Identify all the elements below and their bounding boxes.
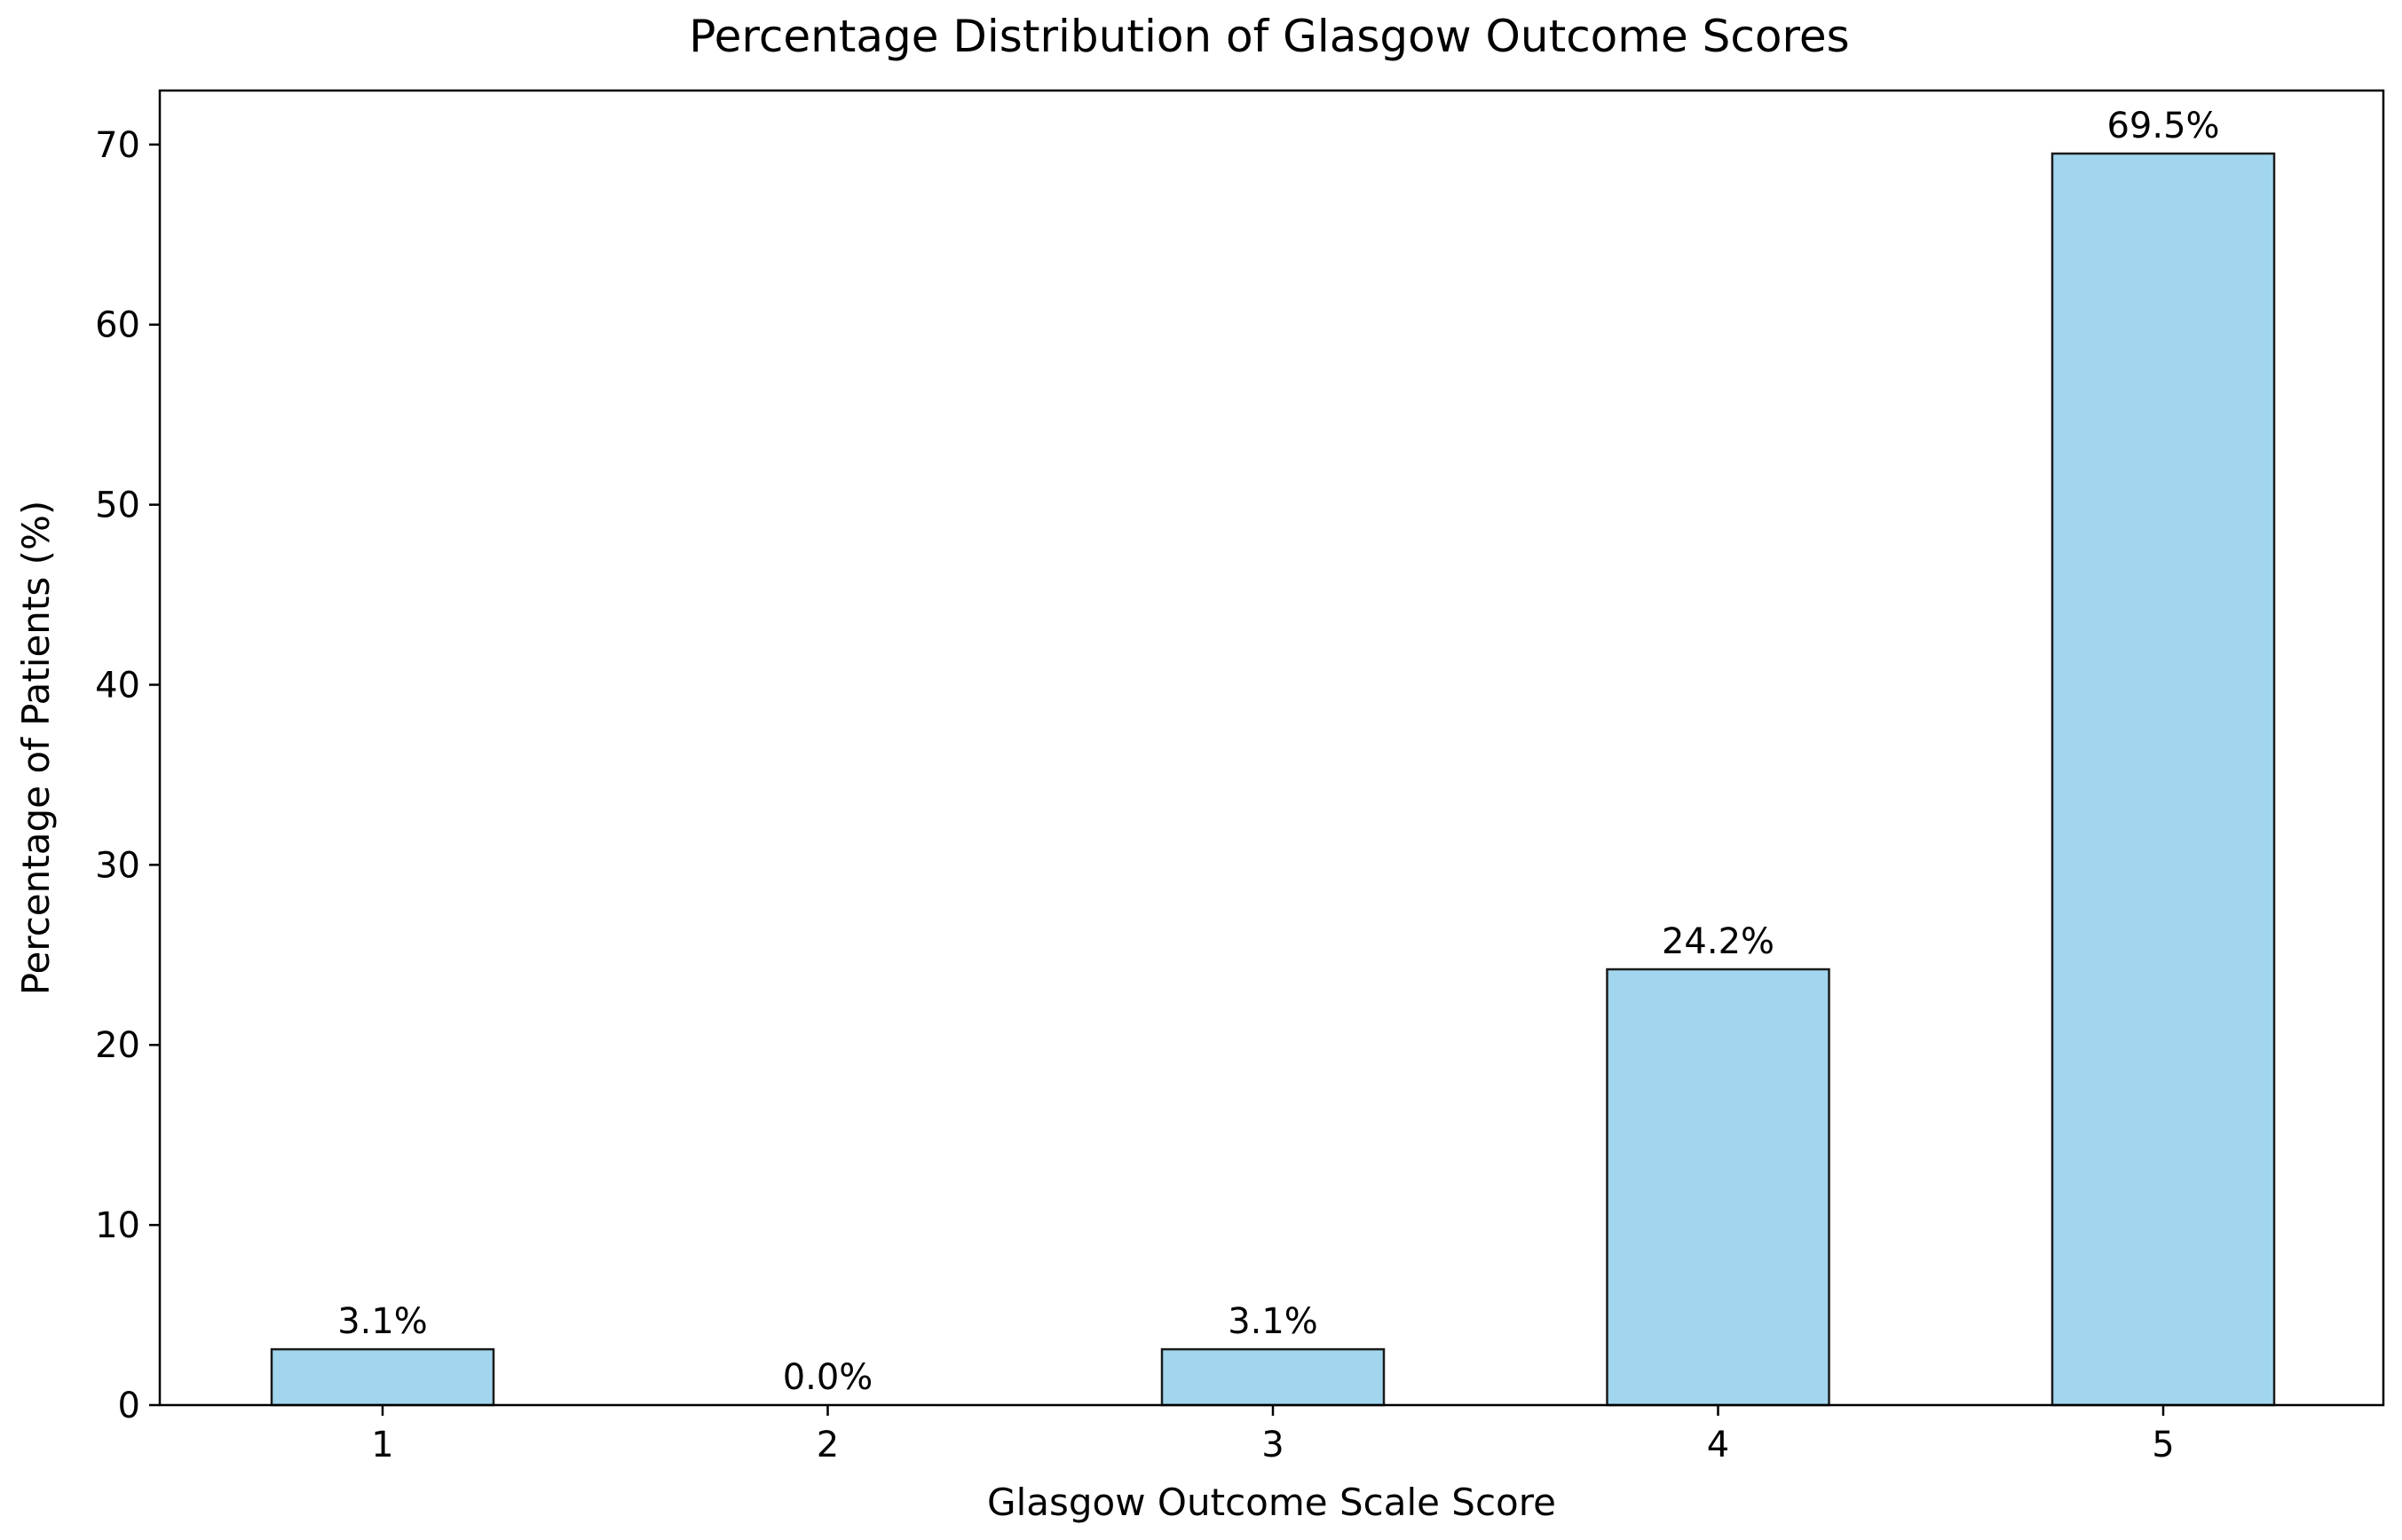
y-tick-label-40: 40 xyxy=(95,665,140,706)
y-tick-label-20: 20 xyxy=(95,1025,140,1066)
y-tick-label-0: 0 xyxy=(118,1386,140,1426)
chart-title: Percentage Distribution of Glasgow Outco… xyxy=(689,11,1849,62)
bar-1 xyxy=(270,1347,495,1407)
y-tick-label-30: 30 xyxy=(95,845,140,886)
y-tick-label-50: 50 xyxy=(95,486,140,526)
y-tick-label-70: 70 xyxy=(95,125,140,166)
x-tick-label-1: 1 xyxy=(371,1425,393,1465)
data-label-4: 24.2% xyxy=(1662,921,1774,962)
data-label-5: 69.5% xyxy=(2106,106,2219,146)
bar-4 xyxy=(1606,967,1830,1407)
bar-3 xyxy=(1160,1347,1386,1407)
bars-group xyxy=(270,152,2276,1407)
bar-5 xyxy=(2050,152,2276,1407)
data-label-1: 3.1% xyxy=(337,1301,428,1342)
x-tick-label-4: 4 xyxy=(1707,1425,1729,1465)
x-tick-label-3: 3 xyxy=(1261,1425,1284,1465)
x-tick-label-2: 2 xyxy=(817,1425,839,1465)
data-labels-group: 3.1% 0.0% 3.1% 24.2% 69.5% xyxy=(337,106,2219,1398)
plot-area-frame xyxy=(158,89,2385,1407)
data-label-2: 0.0% xyxy=(783,1357,873,1398)
x-tick-label-5: 5 xyxy=(2152,1425,2174,1465)
data-label-3: 3.1% xyxy=(1228,1301,1318,1342)
y-tick-label-60: 60 xyxy=(95,305,140,346)
y-axis-label: Percentage of Patients (%) xyxy=(14,501,58,996)
x-axis-label: Glasgow Outcome Scale Score xyxy=(987,1481,1556,1524)
y-axis-ticks: 0 10 20 30 40 50 60 70 xyxy=(95,125,160,1426)
y-tick-label-10: 10 xyxy=(95,1205,140,1246)
x-axis-ticks: 1 2 3 4 5 xyxy=(371,1405,2175,1465)
